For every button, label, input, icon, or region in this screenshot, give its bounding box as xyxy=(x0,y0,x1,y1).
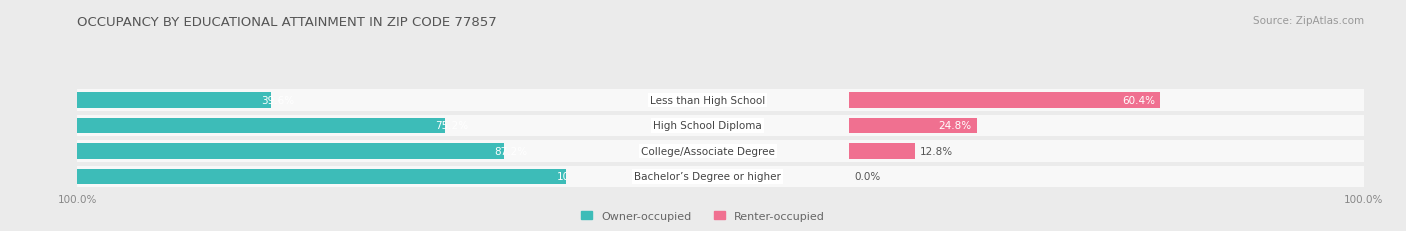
Text: Bachelor’s Degree or higher: Bachelor’s Degree or higher xyxy=(634,172,782,182)
Bar xyxy=(77,140,567,162)
Bar xyxy=(567,90,1406,111)
Bar xyxy=(849,90,855,111)
Text: OCCUPANCY BY EDUCATIONAL ATTAINMENT IN ZIP CODE 77857: OCCUPANCY BY EDUCATIONAL ATTAINMENT IN Z… xyxy=(77,16,498,29)
Text: College/Associate Degree: College/Associate Degree xyxy=(641,146,775,156)
Text: 100.0%: 100.0% xyxy=(557,172,596,182)
Bar xyxy=(77,166,567,188)
Bar xyxy=(77,166,567,188)
Bar xyxy=(567,166,1406,188)
Text: Less than High School: Less than High School xyxy=(650,95,765,106)
Bar xyxy=(567,140,1406,162)
Legend: Owner-occupied, Renter-occupied: Owner-occupied, Renter-occupied xyxy=(576,207,830,225)
Bar xyxy=(849,166,1364,188)
Bar xyxy=(567,166,1406,188)
Bar xyxy=(849,115,855,137)
Bar xyxy=(77,140,567,162)
Bar xyxy=(77,90,567,111)
Bar xyxy=(849,93,1160,108)
Bar xyxy=(849,166,855,188)
Bar xyxy=(849,143,915,159)
Bar xyxy=(77,118,444,134)
Bar xyxy=(567,140,1406,162)
Text: 0.0%: 0.0% xyxy=(855,172,880,182)
Bar xyxy=(849,140,855,162)
Bar xyxy=(77,169,567,185)
Bar xyxy=(567,115,1406,137)
Text: 39.6%: 39.6% xyxy=(262,95,294,106)
Bar xyxy=(77,115,567,137)
Text: 12.8%: 12.8% xyxy=(921,146,953,156)
Bar xyxy=(849,90,1364,111)
Text: High School Diploma: High School Diploma xyxy=(654,121,762,131)
Text: 60.4%: 60.4% xyxy=(1122,95,1154,106)
Bar xyxy=(567,115,1406,137)
Text: 75.2%: 75.2% xyxy=(436,121,468,131)
Bar xyxy=(77,93,271,108)
Bar xyxy=(77,143,503,159)
Text: Source: ZipAtlas.com: Source: ZipAtlas.com xyxy=(1253,16,1364,26)
Text: 87.2%: 87.2% xyxy=(494,146,527,156)
Text: 24.8%: 24.8% xyxy=(939,121,972,131)
Bar xyxy=(77,90,567,111)
Bar xyxy=(567,90,1406,111)
Bar xyxy=(77,115,567,137)
Bar xyxy=(849,140,1364,162)
Bar xyxy=(849,118,977,134)
Bar xyxy=(849,115,1364,137)
